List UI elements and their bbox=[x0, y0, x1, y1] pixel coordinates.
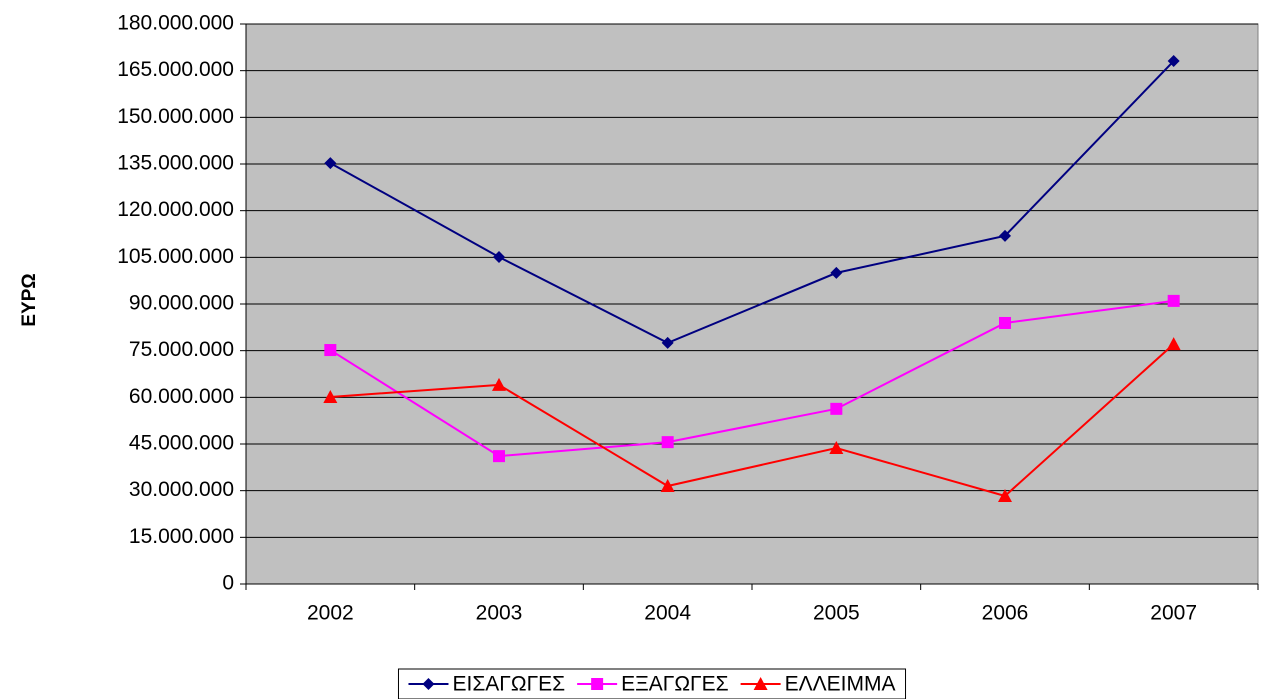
legend-label: ΕΞΑΓΩΓΕΣ bbox=[621, 673, 729, 696]
legend-label: ΕΙΣΑΓΩΓΕΣ bbox=[452, 673, 565, 696]
y-tick-label: 180.000.000 bbox=[117, 12, 234, 35]
x-tick-label: 2006 bbox=[982, 602, 1029, 625]
series-line bbox=[330, 343, 1175, 498]
y-tick-label: 0 bbox=[222, 572, 234, 595]
legend-label: ΕΛΛΕΙΜΜΑ bbox=[785, 673, 896, 696]
x-tick-label: 2005 bbox=[813, 602, 860, 625]
marker bbox=[323, 390, 338, 404]
marker bbox=[829, 441, 844, 455]
marker bbox=[830, 402, 843, 415]
y-axis-title: ΕΥΡΩ bbox=[19, 273, 40, 326]
marker bbox=[591, 678, 604, 690]
y-tick-label: 30.000.000 bbox=[129, 478, 234, 501]
y-tick-label: 45.000.000 bbox=[129, 432, 234, 455]
legend-box bbox=[397, 668, 907, 699]
legend-item: ΕΞΑΓΩΓΕΣ bbox=[577, 673, 729, 696]
marker bbox=[830, 266, 843, 279]
marker bbox=[753, 677, 768, 690]
x-tick-label: 2004 bbox=[644, 602, 691, 625]
legend: ΕΙΣΑΓΩΓΕΣ ΕΞΑΓΩΓΕΣ ΕΛΛΕΙΜΜΑ bbox=[397, 668, 907, 699]
y-tick-label: 60.000.000 bbox=[129, 385, 234, 408]
marker bbox=[492, 377, 506, 391]
marker bbox=[324, 157, 337, 170]
marker bbox=[661, 436, 674, 449]
marker bbox=[998, 488, 1012, 502]
marker bbox=[660, 479, 675, 492]
marker bbox=[1167, 294, 1180, 307]
x-tick-label: 2003 bbox=[476, 602, 523, 625]
y-tick-label: 120.000.000 bbox=[117, 198, 234, 221]
legend-item: ΕΛΛΕΙΜΜΑ bbox=[740, 673, 896, 696]
y-tick-label: 135.000.000 bbox=[117, 152, 234, 175]
y-tick-label: 15.000.000 bbox=[129, 525, 234, 548]
marker bbox=[1166, 337, 1181, 351]
legend-item: ΕΙΣΑΓΩΓΕΣ bbox=[408, 673, 565, 696]
y-tick-label: 90.000.000 bbox=[129, 292, 234, 315]
marker bbox=[661, 336, 674, 349]
x-tick-label: 2007 bbox=[1150, 602, 1197, 625]
marker bbox=[1167, 55, 1180, 68]
y-tick-label: 105.000.000 bbox=[117, 245, 234, 268]
marker bbox=[999, 316, 1011, 329]
series-line bbox=[329, 299, 1174, 458]
marker bbox=[324, 344, 337, 357]
marker bbox=[999, 229, 1011, 242]
y-tick-label: 165.000.000 bbox=[117, 58, 234, 81]
x-tick-label: 2002 bbox=[307, 602, 354, 625]
series-line bbox=[329, 60, 1175, 344]
y-tick-label: 150.000.000 bbox=[117, 105, 234, 128]
marker bbox=[493, 251, 505, 264]
y-tick-label: 75.000.000 bbox=[129, 338, 234, 361]
marker bbox=[422, 678, 435, 690]
marker bbox=[493, 450, 505, 463]
